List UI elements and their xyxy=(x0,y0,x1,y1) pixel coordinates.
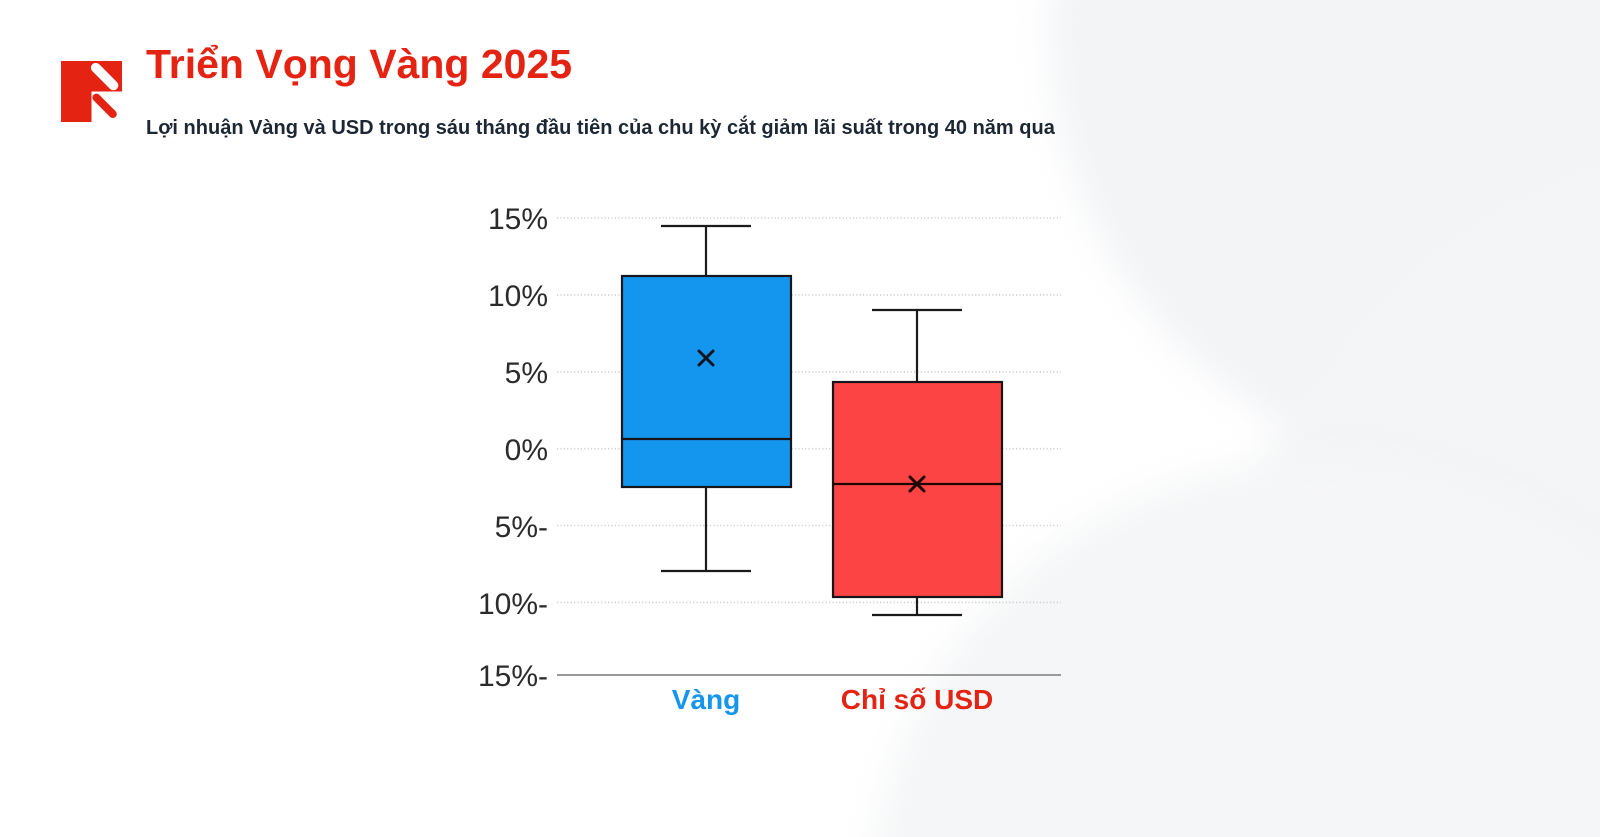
svg-text:Vàng: Vàng xyxy=(672,684,740,715)
svg-text:5%-: 5%- xyxy=(495,511,548,544)
svg-text:0%: 0% xyxy=(505,434,548,467)
svg-text:5%: 5% xyxy=(505,357,548,390)
svg-text:Chỉ số USD: Chỉ số USD xyxy=(841,684,993,715)
svg-text:15%-: 15%- xyxy=(478,660,548,693)
svg-text:10%-: 10%- xyxy=(478,588,548,621)
svg-text:10%: 10% xyxy=(488,280,548,313)
svg-text:15%: 15% xyxy=(488,203,548,236)
